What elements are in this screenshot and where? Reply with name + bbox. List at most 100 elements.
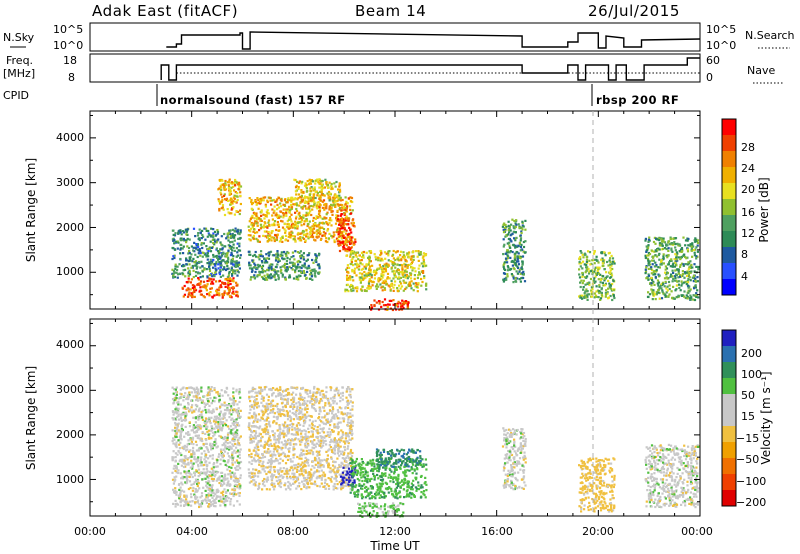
data-cell — [195, 244, 198, 247]
data-cell — [234, 227, 237, 230]
data-cell — [608, 282, 611, 285]
data-cell — [410, 266, 413, 269]
data-cell — [188, 500, 192, 503]
power-ylabel: Slant Range [km] — [24, 158, 38, 262]
data-cell — [231, 240, 234, 243]
data-cell — [296, 227, 299, 230]
data-cell — [650, 288, 653, 291]
data-cell — [514, 252, 517, 255]
data-cell — [418, 271, 421, 274]
power-ytick-4000: 4000 — [56, 131, 84, 144]
data-cell — [403, 281, 406, 284]
data-cell — [176, 503, 179, 506]
data-cell — [368, 255, 371, 258]
data-cell — [256, 202, 259, 205]
data-cell — [202, 499, 205, 502]
data-cell — [222, 413, 225, 416]
data-cell — [297, 237, 300, 240]
data-cell — [273, 222, 276, 225]
data-cell — [173, 399, 176, 402]
data-cell — [197, 232, 200, 235]
data-cell — [310, 271, 313, 275]
data-cell — [298, 180, 301, 183]
data-cell — [505, 258, 508, 261]
data-cell — [179, 490, 182, 493]
data-cell — [511, 218, 514, 221]
data-cell — [180, 429, 183, 432]
data-cell — [311, 180, 314, 183]
data-cell — [695, 292, 698, 295]
data-cell — [250, 227, 253, 230]
data-cell — [323, 186, 327, 189]
data-cell — [303, 184, 307, 187]
data-cell — [233, 491, 236, 494]
data-cell — [348, 249, 351, 252]
data-cell — [207, 292, 210, 295]
data-cell — [208, 483, 211, 487]
data-cell — [685, 294, 688, 297]
data-cell — [229, 233, 232, 236]
data-cell — [384, 304, 387, 307]
data-cell — [217, 495, 220, 498]
data-cell — [377, 267, 380, 270]
data-cell — [254, 220, 257, 223]
data-cell — [408, 263, 411, 266]
data-cell — [259, 219, 262, 223]
data-cell — [287, 198, 290, 201]
data-cell — [348, 469, 351, 472]
data-cell — [233, 269, 237, 272]
data-cell — [213, 501, 216, 505]
data-cell — [677, 272, 680, 275]
data-cell — [175, 441, 178, 444]
data-cell — [420, 284, 423, 287]
data-cell — [224, 282, 227, 285]
data-cell — [315, 230, 318, 233]
freq-panel: Freq. [MHz] 18 8 60 0 Nave — [3, 53, 783, 84]
data-cell — [222, 448, 225, 451]
data-cell — [218, 413, 221, 416]
data-cell — [422, 258, 425, 261]
data-cell — [201, 285, 204, 288]
data-cell — [229, 247, 233, 250]
data-cell — [281, 212, 285, 215]
data-cell — [276, 448, 279, 451]
data-cell — [381, 267, 384, 270]
data-cell — [280, 269, 283, 272]
data-cell — [292, 222, 295, 225]
data-cell — [276, 438, 279, 441]
data-cell — [288, 217, 291, 220]
data-cell — [290, 197, 293, 200]
data-cell — [232, 403, 236, 407]
data-cell — [235, 294, 238, 297]
data-cell — [316, 192, 319, 195]
data-cell — [232, 408, 235, 411]
data-cell — [328, 206, 331, 209]
data-cell — [172, 233, 175, 236]
data-cell — [318, 197, 321, 200]
data-cell — [654, 261, 657, 264]
data-cell — [239, 191, 242, 194]
data-cell — [220, 491, 223, 494]
data-cell — [188, 480, 192, 483]
data-cell — [507, 224, 510, 227]
data-cell — [231, 428, 234, 431]
data-cell — [333, 239, 336, 242]
data-cell — [275, 272, 278, 275]
data-cell — [193, 295, 196, 298]
data-cell — [305, 187, 308, 190]
data-cell — [265, 253, 268, 256]
data-cell — [249, 234, 252, 237]
data-cell — [515, 270, 518, 273]
data-cell — [329, 217, 332, 220]
data-cell — [341, 227, 344, 230]
data-cell — [318, 223, 321, 226]
data-cell — [197, 249, 200, 252]
data-cell — [389, 260, 392, 263]
data-cell — [335, 203, 338, 206]
data-cell — [212, 408, 215, 411]
data-cell — [275, 200, 278, 203]
data-cell — [236, 198, 239, 202]
data-cell — [502, 280, 505, 283]
data-cell — [188, 269, 191, 272]
data-cell — [409, 274, 412, 277]
